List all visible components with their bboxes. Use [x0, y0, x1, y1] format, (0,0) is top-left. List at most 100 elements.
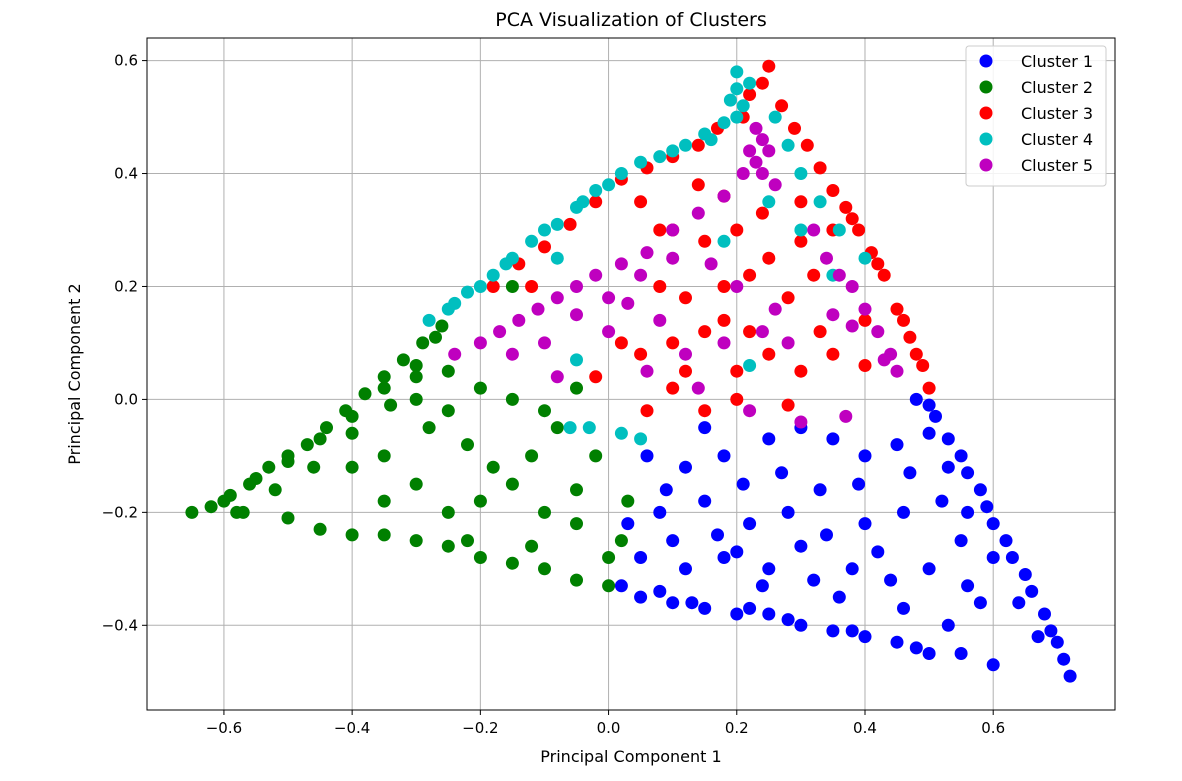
- x-tick-label: 0.6: [981, 719, 1005, 737]
- data-point: [679, 291, 692, 305]
- data-point: [768, 178, 782, 192]
- data-point: [525, 539, 539, 553]
- data-point: [807, 223, 821, 237]
- data-point: [736, 99, 750, 113]
- data-point: [634, 590, 648, 604]
- data-point: [429, 330, 442, 344]
- data-point: [486, 280, 500, 293]
- data-point: [941, 432, 955, 446]
- data-point: [570, 381, 583, 395]
- data-point: [396, 353, 410, 367]
- data-point: [602, 551, 616, 564]
- data-point: [871, 325, 885, 339]
- data-point: [550, 421, 564, 435]
- data-point: [634, 551, 648, 564]
- data-point: [621, 517, 635, 531]
- data-point: [505, 392, 519, 406]
- data-point: [820, 528, 833, 542]
- data-point: [550, 217, 564, 231]
- data-point: [858, 302, 872, 316]
- data-point: [493, 325, 507, 339]
- data-point: [185, 505, 199, 519]
- data-point: [550, 370, 564, 384]
- data-point: [614, 534, 628, 548]
- series-cluster-3: [486, 59, 936, 418]
- data-point: [448, 296, 462, 310]
- data-point: [986, 517, 1000, 531]
- data-point: [826, 432, 840, 446]
- data-point: [755, 167, 769, 180]
- data-point: [377, 528, 391, 542]
- data-point: [794, 234, 808, 248]
- data-point: [473, 381, 487, 395]
- data-point: [954, 534, 968, 548]
- data-point: [589, 195, 603, 209]
- data-point: [922, 647, 936, 660]
- data-point: [691, 178, 705, 192]
- data-point: [473, 336, 487, 350]
- data-point: [505, 477, 519, 491]
- data-point: [794, 223, 808, 237]
- data-point: [236, 505, 250, 519]
- data-point: [941, 618, 955, 632]
- y-tick-label: −0.4: [102, 616, 138, 634]
- data-point: [698, 234, 712, 248]
- series-cluster-4: [422, 65, 872, 446]
- data-point: [1044, 624, 1058, 638]
- data-point: [755, 206, 769, 220]
- data-point: [903, 330, 917, 344]
- data-point: [813, 161, 827, 175]
- data-point: [845, 280, 859, 293]
- legend-label: Cluster 3: [1021, 104, 1093, 123]
- data-point: [730, 223, 744, 237]
- data-point: [473, 280, 487, 293]
- data-point: [826, 184, 840, 197]
- x-tick-label: 0.0: [597, 719, 621, 737]
- data-point: [954, 449, 968, 463]
- data-point: [313, 522, 327, 536]
- data-point: [563, 421, 577, 435]
- data-point: [679, 347, 692, 361]
- data-point: [653, 505, 667, 519]
- data-point: [877, 268, 891, 282]
- data-point: [743, 88, 757, 101]
- data-point: [929, 409, 942, 423]
- data-point: [538, 505, 551, 519]
- data-point: [409, 477, 423, 491]
- data-point: [871, 545, 885, 559]
- data-point: [762, 59, 776, 73]
- data-point: [1050, 635, 1064, 649]
- data-point: [922, 398, 936, 412]
- data-point: [845, 212, 859, 226]
- data-point: [589, 268, 603, 282]
- data-point: [691, 206, 705, 220]
- data-point: [890, 302, 904, 316]
- data-point: [505, 280, 519, 293]
- data-point: [845, 624, 859, 638]
- data-point: [345, 426, 359, 440]
- data-point: [698, 494, 712, 508]
- data-point: [897, 601, 910, 615]
- data-point: [794, 539, 808, 553]
- data-point: [512, 313, 526, 327]
- data-point: [788, 121, 801, 135]
- series-cluster-5: [448, 121, 904, 429]
- data-point: [852, 477, 866, 491]
- data-point: [666, 251, 680, 265]
- data-point: [723, 93, 737, 107]
- legend-label: Cluster 4: [1021, 130, 1093, 149]
- data-point: [781, 138, 795, 152]
- data-point: [717, 336, 731, 350]
- data-point: [409, 392, 423, 406]
- data-point: [1038, 607, 1051, 621]
- data-point: [634, 195, 648, 209]
- data-point: [743, 268, 757, 282]
- data-point: [679, 138, 692, 152]
- data-point: [666, 336, 680, 350]
- data-point: [640, 246, 654, 260]
- data-point: [858, 359, 872, 372]
- data-point: [538, 562, 551, 576]
- data-point: [909, 347, 923, 361]
- data-point: [473, 551, 487, 564]
